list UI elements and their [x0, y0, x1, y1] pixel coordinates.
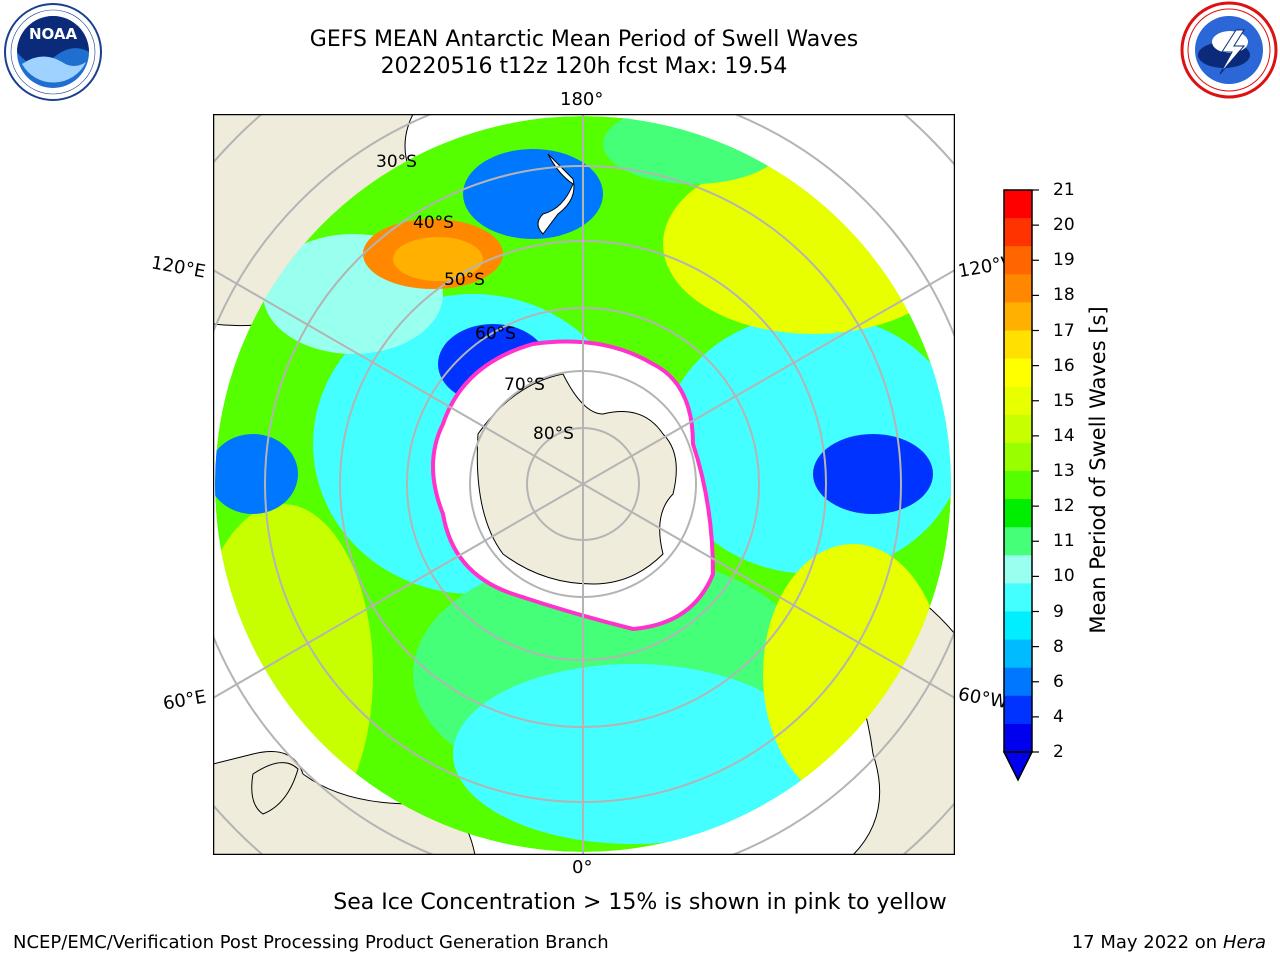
colorbar-tick-label: 6: [1053, 671, 1064, 692]
lat-label-70s: 70°S: [504, 375, 545, 395]
colorbar-tick-label: 12: [1053, 496, 1075, 517]
colorbar-segment: [1004, 414, 1032, 444]
colorbar-segment: [1004, 302, 1032, 331]
colorbar-segment: [1004, 667, 1032, 697]
colorbar-tick-label: 8: [1053, 636, 1064, 657]
colorbar-tick-label: 20: [1053, 215, 1075, 236]
chart-title: GEFS MEAN Antarctic Mean Period of Swell…: [309, 27, 859, 52]
colorbar-tick-label: 11: [1053, 531, 1075, 552]
noaa-logo-icon: NOAA: [4, 3, 102, 101]
colorbar-tick-label: 15: [1053, 390, 1075, 411]
sea-ice-note: Sea Ice Concentration > 15% is shown in …: [333, 890, 947, 915]
lat-label-40s: 40°S: [413, 213, 454, 233]
colorbar: [1002, 189, 1039, 782]
colorbar-tick-label: 14: [1053, 425, 1075, 446]
polar-map: [213, 114, 955, 855]
colorbar-segment: [1004, 442, 1032, 472]
colorbar-segment: [1004, 246, 1032, 275]
colorbar-segment: [1004, 611, 1032, 641]
colorbar-segment: [1004, 190, 1032, 219]
madagascar-land: [251, 762, 299, 815]
new-zealand-land: [537, 153, 575, 235]
lat-label-30s: 30°S: [376, 152, 417, 172]
colorbar-tick-label: 16: [1053, 355, 1075, 376]
colorbar-segment: [1004, 471, 1032, 500]
host-name: Hera: [1222, 932, 1266, 953]
credit-line: NCEP/EMC/Verification Post Processing Pr…: [13, 932, 609, 953]
colorbar-segment: [1004, 499, 1032, 528]
chart-subtitle: 20220516 t12z 120h fcst Max: 19.54: [380, 54, 788, 79]
colorbar-tick-label: 2: [1053, 742, 1064, 762]
colorbar-segment: [1004, 274, 1032, 303]
lon-label-0: 0°: [572, 857, 593, 878]
colorbar-tick-label: 13: [1053, 461, 1075, 481]
antarctica-land: [476, 373, 677, 585]
date-text: 17 May 2022 on: [1071, 932, 1218, 953]
colorbar-segment: [1004, 527, 1032, 556]
nws-logo-icon: [1180, 1, 1278, 99]
colorbar-tick-label: 17: [1053, 320, 1075, 341]
colorbar-label: Mean Period of Swell Waves [s]: [1086, 306, 1110, 634]
graticule: [213, 114, 955, 855]
colorbar-extend-arrow: [1002, 751, 1034, 782]
lon-label-60e: 60°E: [161, 686, 208, 715]
colorbar-segment: [1004, 218, 1032, 247]
lat-label-50s: 50°S: [444, 270, 485, 290]
colorbar-segment: [1004, 555, 1032, 584]
colorbar-segment: [1004, 358, 1032, 388]
colorbar-tick-label: 21: [1053, 180, 1075, 200]
colorbar-segment: [1004, 695, 1032, 725]
lon-label-180: 180°: [560, 89, 604, 110]
colorbar-segment: [1004, 583, 1032, 612]
lat-label-60s: 60°S: [475, 324, 516, 344]
colorbar-segment: [1004, 723, 1032, 753]
colorbar-tick-label: 10: [1053, 566, 1075, 587]
lat-label-80s: 80°S: [533, 424, 574, 444]
colorbar-segment: [1004, 639, 1032, 669]
colorbar-segment: [1004, 386, 1032, 416]
colorbar-segment: [1004, 330, 1032, 360]
colorbar-tick-label: 19: [1053, 250, 1075, 271]
colorbar-tick-label: 9: [1053, 601, 1064, 622]
colorbar-tick-label: 18: [1053, 285, 1075, 306]
date-stamp: 17 May 2022 on Hera: [1072, 932, 1266, 953]
noaa-logo-text: NOAA: [29, 25, 78, 43]
lon-label-120e: 120°E: [149, 252, 208, 283]
colorbar-tick-label: 4: [1053, 706, 1064, 727]
